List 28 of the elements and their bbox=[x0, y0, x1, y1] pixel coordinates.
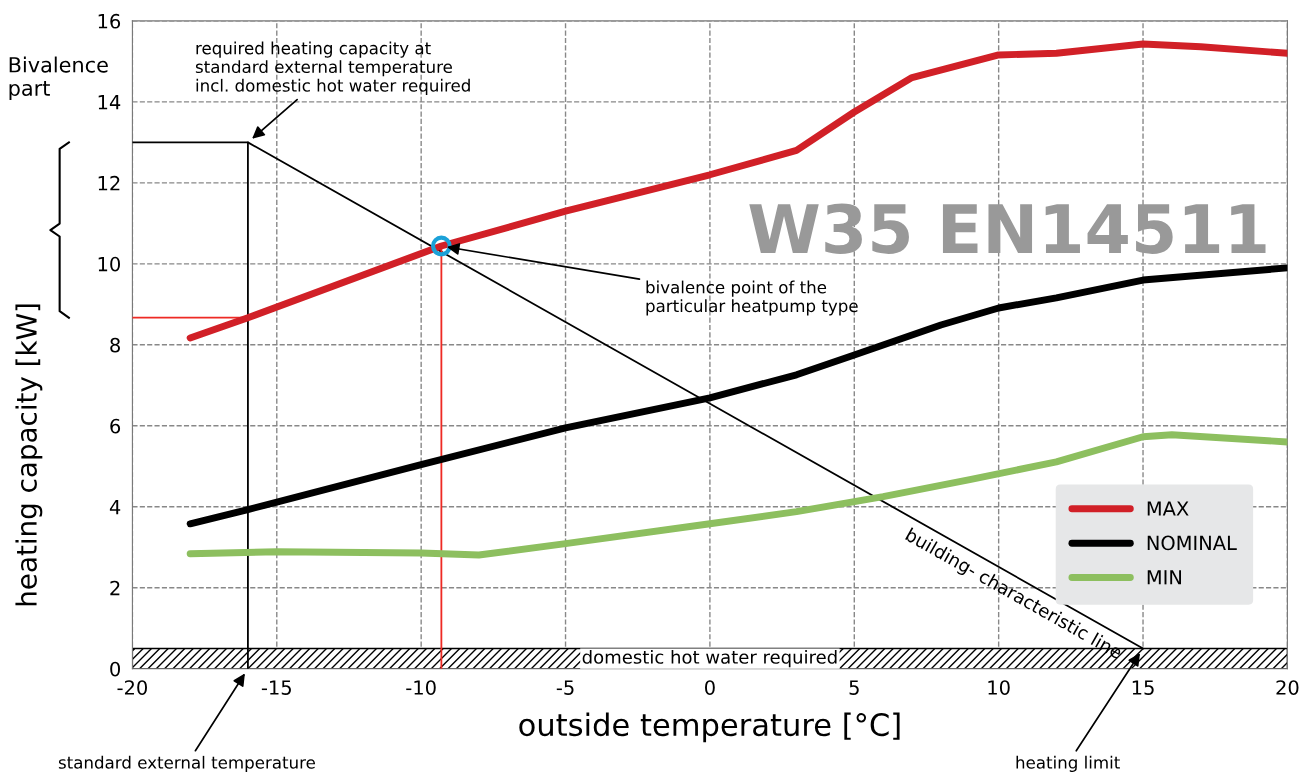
x-tick-label: -5 bbox=[556, 680, 574, 695]
annotation: heating limit bbox=[1016, 755, 1120, 772]
y-tick-label: 8 bbox=[110, 337, 120, 353]
y-tick-label: 6 bbox=[110, 418, 121, 434]
y-tick-label: 2 bbox=[110, 580, 120, 596]
y-tick-label: 12 bbox=[98, 175, 120, 191]
annotation: standard external temperature bbox=[58, 755, 315, 772]
annotation: bivalence point of the particular heatpump type bbox=[646, 280, 858, 316]
y-axis-title: heating capacity [kW] bbox=[15, 304, 43, 606]
x-axis-title: outside temperature [°C] bbox=[519, 712, 900, 743]
x-tick-label: 10 bbox=[988, 680, 1010, 695]
x-tick-label: -20 bbox=[117, 680, 147, 695]
legend-label: NOMINAL bbox=[1147, 535, 1237, 551]
y-tick-label: 0 bbox=[110, 661, 121, 677]
x-tick-label: -15 bbox=[261, 680, 291, 695]
legend-label: MIN bbox=[1147, 570, 1181, 585]
legend-label: MAX bbox=[1147, 501, 1189, 516]
band-label: domestic hot water required bbox=[582, 649, 837, 668]
x-tick-label: 20 bbox=[1276, 680, 1299, 695]
y-tick-label: 16 bbox=[98, 13, 121, 29]
y-tick-label: 10 bbox=[98, 256, 121, 272]
annotation: required heating capacity at standard external temperature incl. domestic hot water required bbox=[195, 41, 470, 95]
x-tick-label: 5 bbox=[849, 680, 859, 695]
x-tick-label: -10 bbox=[406, 680, 436, 695]
y-tick-label: 4 bbox=[109, 499, 121, 515]
x-tick-label: 15 bbox=[1132, 680, 1154, 695]
annotation: W35 EN14511 bbox=[749, 203, 1266, 254]
x-tick-label: 0 bbox=[705, 680, 715, 695]
